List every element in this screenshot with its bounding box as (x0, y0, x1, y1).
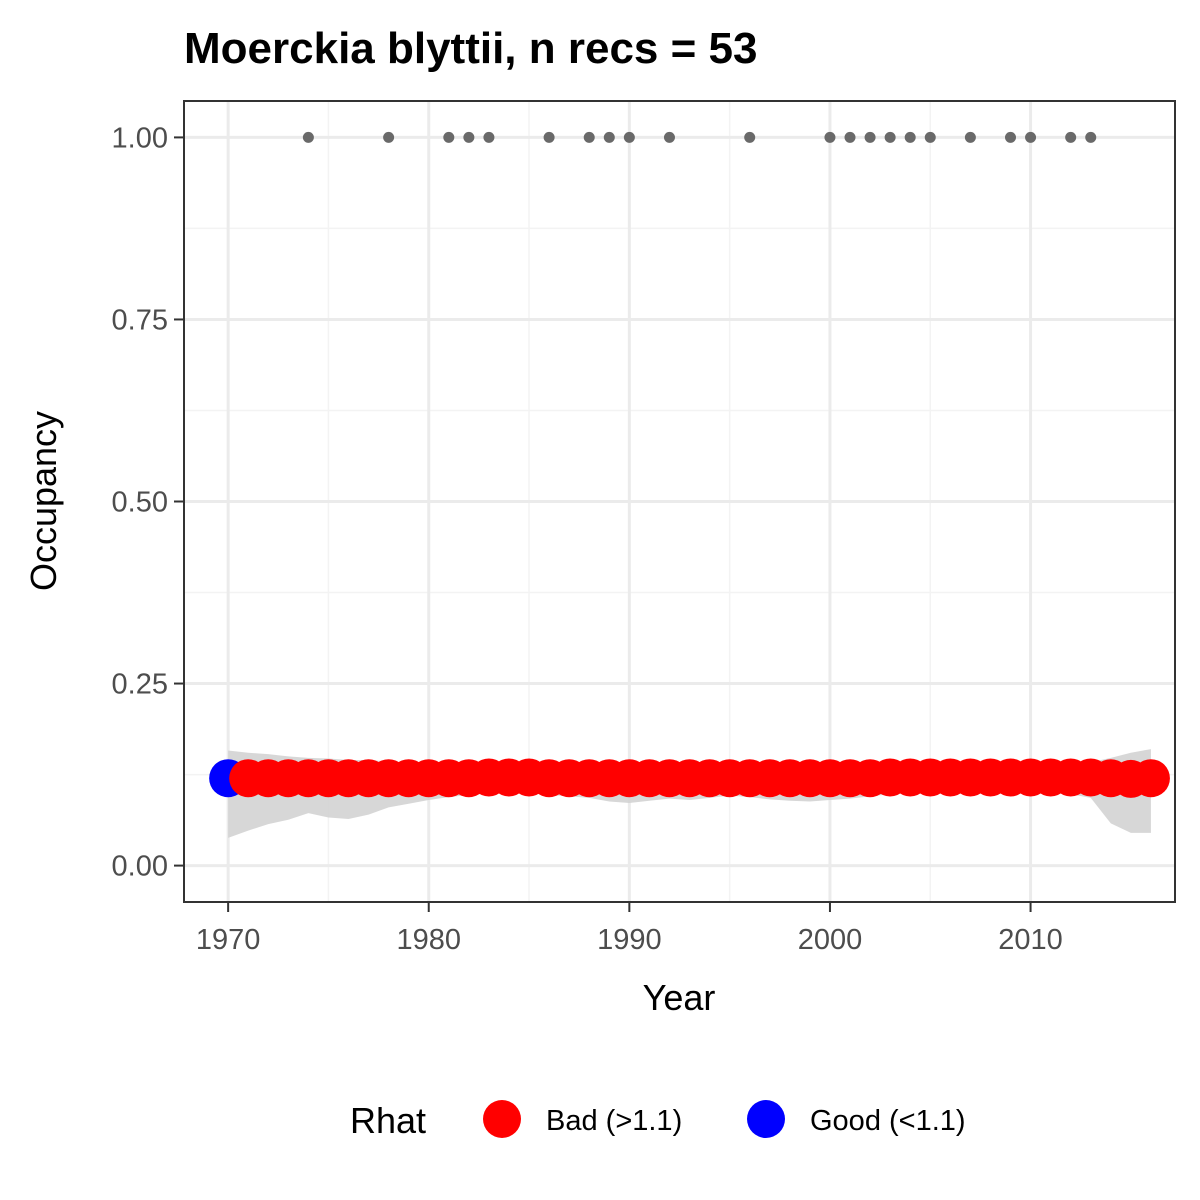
record-point (1025, 131, 1037, 143)
record-point (844, 131, 856, 143)
y-tick-label: 0.75 (112, 304, 168, 336)
record-point (964, 131, 976, 143)
record-point (623, 131, 635, 143)
occupancy-points (209, 758, 1170, 798)
y-tick-label: 0.00 (112, 851, 168, 883)
legend-title: Rhat (350, 1100, 426, 1141)
x-tick-label: 1990 (597, 924, 662, 956)
legend-key-good (747, 1100, 785, 1138)
record-point (884, 131, 896, 143)
record-point (663, 131, 675, 143)
record-point (483, 131, 495, 143)
legend-key-bad (483, 1100, 521, 1138)
record-point (1065, 131, 1077, 143)
record-point (824, 131, 836, 143)
record-point (1005, 131, 1017, 143)
record-point (463, 131, 475, 143)
record-point (543, 131, 555, 143)
record-point (443, 131, 455, 143)
record-point (744, 131, 756, 143)
record-point (583, 131, 595, 143)
legend-label-good: Good (<1.1) (810, 1105, 966, 1137)
record-point (924, 131, 936, 143)
record-point (302, 131, 314, 143)
x-tick-label: 1970 (196, 924, 261, 956)
record-points (302, 131, 1097, 143)
x-axis-title: Year (643, 977, 716, 1018)
y-tick-label: 0.50 (112, 487, 168, 519)
legend-label-bad: Bad (>1.1) (546, 1105, 682, 1137)
record-point (904, 131, 916, 143)
y-axis: 0.00 0.25 0.50 0.75 1.00 (112, 122, 184, 883)
y-tick-label: 0.25 (112, 669, 168, 701)
x-tick-label: 2000 (798, 924, 863, 956)
occupancy-point (1131, 759, 1170, 798)
x-tick-label: 1980 (396, 924, 461, 956)
y-axis-title: Occupancy (23, 411, 64, 591)
legend: Rhat Bad (>1.1) Good (<1.1) (350, 1100, 966, 1141)
y-tick-label: 1.00 (112, 122, 168, 154)
record-point (1085, 131, 1097, 143)
x-tick-label: 2010 (998, 924, 1063, 956)
record-point (383, 131, 395, 143)
x-axis: 1970 1980 1990 2000 2010 (196, 902, 1063, 956)
chart-title: Moerckia blyttii, n recs = 53 (184, 24, 757, 73)
record-point (864, 131, 876, 143)
record-point (603, 131, 615, 143)
